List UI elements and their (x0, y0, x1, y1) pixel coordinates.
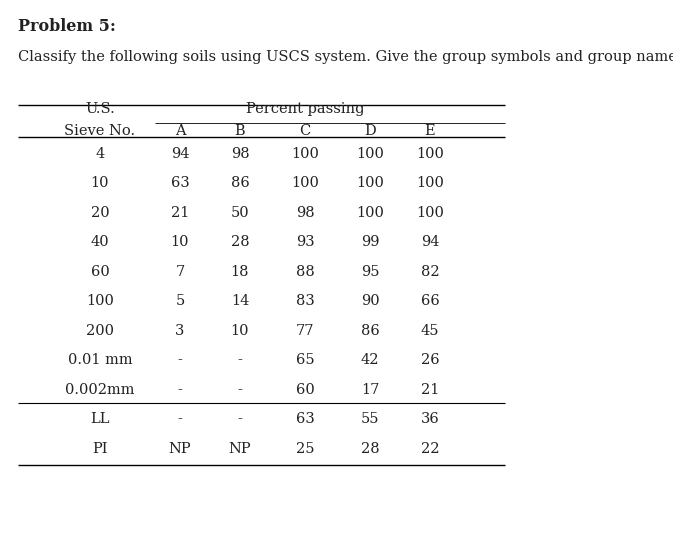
Text: 94: 94 (171, 147, 189, 161)
Text: -: - (178, 412, 182, 426)
Text: 99: 99 (361, 235, 380, 249)
Text: 14: 14 (231, 294, 249, 308)
Text: 5: 5 (176, 294, 184, 308)
Text: 100: 100 (291, 147, 319, 161)
Text: PI: PI (92, 441, 108, 455)
Text: 17: 17 (361, 383, 379, 397)
Text: 63: 63 (295, 412, 314, 426)
Text: 100: 100 (356, 176, 384, 190)
Text: 0.002mm: 0.002mm (65, 383, 135, 397)
Text: Sieve No.: Sieve No. (65, 124, 135, 138)
Text: 100: 100 (416, 206, 444, 220)
Text: -: - (238, 353, 242, 367)
Text: 82: 82 (421, 265, 439, 279)
Text: 83: 83 (295, 294, 314, 308)
Text: 88: 88 (295, 265, 314, 279)
Text: 3: 3 (175, 324, 184, 337)
Text: 50: 50 (231, 206, 249, 220)
Text: 100: 100 (416, 176, 444, 190)
Text: 100: 100 (86, 294, 114, 308)
Text: 77: 77 (295, 324, 314, 337)
Text: 65: 65 (295, 353, 314, 367)
Text: 90: 90 (361, 294, 380, 308)
Text: 40: 40 (91, 235, 109, 249)
Text: 25: 25 (295, 441, 314, 455)
Text: D: D (364, 124, 376, 138)
Text: 100: 100 (416, 147, 444, 161)
Text: 86: 86 (361, 324, 380, 337)
Text: 4: 4 (96, 147, 104, 161)
Text: 20: 20 (91, 206, 109, 220)
Text: A: A (175, 124, 185, 138)
Text: NP: NP (229, 441, 251, 455)
Text: B: B (235, 124, 246, 138)
Text: 98: 98 (231, 147, 249, 161)
Text: LL: LL (90, 412, 110, 426)
Text: 94: 94 (421, 235, 439, 249)
Text: 7: 7 (176, 265, 184, 279)
Text: -: - (178, 353, 182, 367)
Text: 66: 66 (421, 294, 439, 308)
Text: 28: 28 (361, 441, 380, 455)
Text: 100: 100 (356, 147, 384, 161)
Text: 93: 93 (295, 235, 314, 249)
Text: Classify the following soils using USCS system. Give the group symbols and group: Classify the following soils using USCS … (18, 50, 673, 64)
Text: 60: 60 (295, 383, 314, 397)
Text: 86: 86 (231, 176, 250, 190)
Text: NP: NP (169, 441, 191, 455)
Text: -: - (238, 383, 242, 397)
Text: 10: 10 (171, 235, 189, 249)
Text: 10: 10 (231, 324, 249, 337)
Text: 0.01 mm: 0.01 mm (68, 353, 133, 367)
Text: 22: 22 (421, 441, 439, 455)
Text: 45: 45 (421, 324, 439, 337)
Text: 200: 200 (86, 324, 114, 337)
Text: 10: 10 (91, 176, 109, 190)
Text: 60: 60 (91, 265, 110, 279)
Text: 21: 21 (171, 206, 189, 220)
Text: 98: 98 (295, 206, 314, 220)
Text: 28: 28 (231, 235, 249, 249)
Text: Percent passing: Percent passing (246, 102, 364, 116)
Text: 63: 63 (171, 176, 189, 190)
Text: 42: 42 (361, 353, 380, 367)
Text: 26: 26 (421, 353, 439, 367)
Text: U.S.: U.S. (85, 102, 115, 116)
Text: 100: 100 (356, 206, 384, 220)
Text: -: - (238, 412, 242, 426)
Text: 36: 36 (421, 412, 439, 426)
Text: Problem 5:: Problem 5: (18, 18, 116, 35)
Text: -: - (178, 383, 182, 397)
Text: E: E (425, 124, 435, 138)
Text: 95: 95 (361, 265, 380, 279)
Text: 55: 55 (361, 412, 380, 426)
Text: C: C (299, 124, 311, 138)
Text: 18: 18 (231, 265, 249, 279)
Text: 21: 21 (421, 383, 439, 397)
Text: 100: 100 (291, 176, 319, 190)
